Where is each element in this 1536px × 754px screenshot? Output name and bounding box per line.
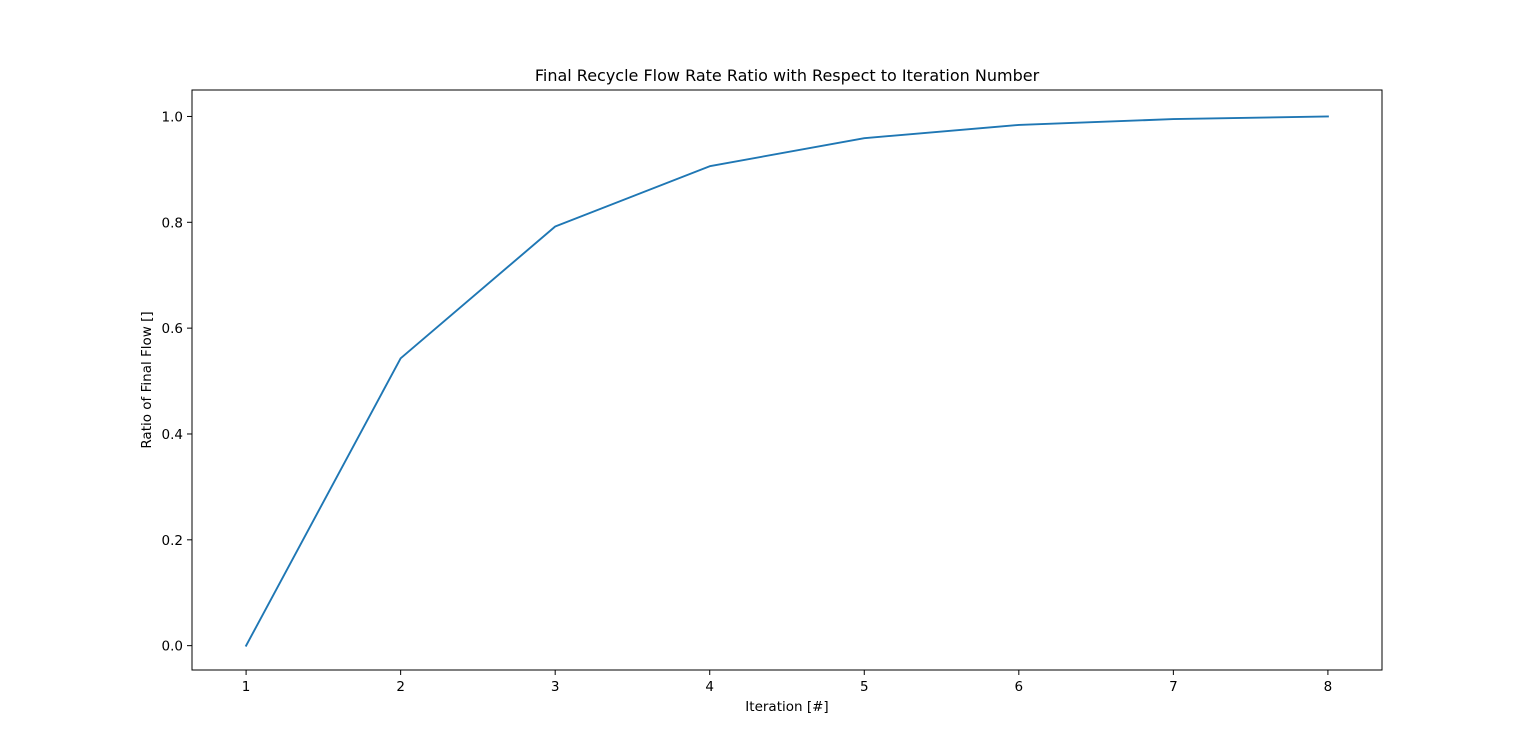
y-tick-label: 1.0: [162, 109, 183, 125]
x-tick-label: 4: [705, 679, 714, 695]
x-tick-label: 1: [242, 679, 251, 695]
x-tick-label: 8: [1324, 679, 1333, 695]
chart-title: Final Recycle Flow Rate Ratio with Respe…: [535, 66, 1040, 85]
axes-frame: [191, 89, 1383, 671]
y-tick-label: 0.4: [162, 427, 183, 443]
plot-area: 1 2 3 4 5 6 7 8 0.0 0.2 0.4 0.6 0.8 1.0: [162, 89, 1383, 695]
x-tick-label: 5: [860, 679, 869, 695]
x-axis-title: Iteration [#]: [745, 699, 828, 715]
x-tick-label: 2: [396, 679, 405, 695]
y-tick-label: 0.6: [162, 321, 183, 337]
y-axis-title: Ratio of Final Flow []: [139, 311, 155, 448]
y-tick-label: 0.2: [162, 533, 183, 549]
x-tick-label: 7: [1169, 679, 1178, 695]
y-tick-label: 0.8: [162, 215, 183, 231]
y-tick-label: 0.0: [162, 639, 183, 655]
x-tick-label: 3: [551, 679, 560, 695]
x-tick-label: 6: [1015, 679, 1024, 695]
series-line-0: [244, 115, 1329, 647]
